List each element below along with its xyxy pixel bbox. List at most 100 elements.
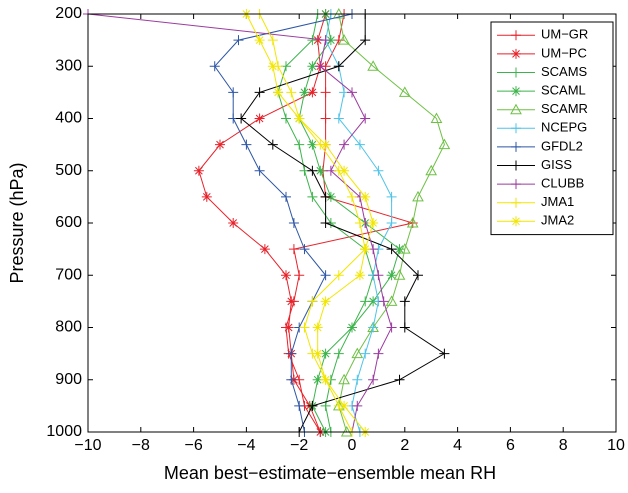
- y-tick-label: 700: [55, 266, 82, 283]
- marker: [312, 35, 323, 46]
- plot-frame: [87, 13, 617, 433]
- legend-marker: [511, 123, 521, 134]
- marker: [294, 139, 305, 150]
- legend-marker: [511, 179, 521, 190]
- marker: [368, 296, 379, 307]
- legend-label: UM−GR: [541, 27, 588, 42]
- marker: [209, 61, 220, 72]
- marker: [354, 270, 365, 281]
- marker: [339, 139, 350, 150]
- marker: [307, 61, 318, 72]
- marker: [394, 374, 405, 385]
- marker: [320, 348, 331, 359]
- legend-marker: [511, 216, 521, 227]
- marker: [254, 87, 265, 98]
- marker: [339, 165, 350, 176]
- marker: [283, 322, 294, 333]
- x-tick-label: −10: [74, 437, 101, 454]
- marker: [312, 322, 323, 333]
- marker: [286, 296, 297, 307]
- marker: [267, 61, 278, 72]
- x-axis-label: Mean best−estimate−ensemble mean RH: [164, 463, 496, 483]
- legend-label: UM−PC: [541, 45, 587, 60]
- marker: [241, 139, 252, 150]
- y-tick-label: 200: [55, 5, 82, 22]
- marker: [398, 86, 411, 97]
- marker: [439, 348, 450, 359]
- marker: [373, 348, 384, 359]
- marker: [360, 191, 371, 202]
- marker: [320, 270, 331, 281]
- x-tick-label: 6: [506, 437, 515, 454]
- y-tick-label: 800: [55, 319, 82, 336]
- marker: [281, 191, 291, 202]
- marker: [267, 139, 278, 150]
- legend-label: GISS: [541, 157, 572, 172]
- legend-marker: [511, 160, 521, 171]
- legend-marker: [511, 141, 521, 152]
- marker: [299, 244, 310, 255]
- marker: [315, 61, 326, 72]
- marker: [333, 348, 344, 359]
- marker: [386, 244, 397, 255]
- marker: [438, 138, 451, 150]
- marker: [312, 374, 323, 385]
- legend-marker: [511, 197, 521, 208]
- marker: [333, 270, 344, 281]
- marker: [368, 374, 379, 385]
- marker: [333, 61, 344, 72]
- marker: [354, 218, 365, 228]
- marker: [398, 243, 411, 254]
- x-tick-label: 2: [400, 437, 409, 454]
- series-line: [87, 13, 393, 433]
- y-axis-label: Pressure (hPa): [7, 162, 27, 283]
- marker: [378, 296, 389, 307]
- y-tick-label: 900: [55, 371, 82, 388]
- marker: [273, 87, 284, 98]
- marker: [351, 347, 364, 359]
- marker: [281, 113, 291, 124]
- marker: [393, 269, 406, 280]
- marker: [367, 60, 379, 71]
- x-tick-label: −4: [237, 437, 255, 454]
- marker: [347, 191, 357, 202]
- marker: [307, 87, 318, 98]
- marker: [347, 322, 357, 333]
- marker: [259, 244, 270, 255]
- marker: [368, 322, 379, 333]
- marker: [286, 348, 297, 359]
- marker: [325, 35, 336, 46]
- marker: [394, 244, 405, 255]
- legend-label: SCAML: [541, 83, 586, 98]
- marker: [360, 113, 371, 124]
- legend-marker: [511, 30, 521, 41]
- y-tick-label: 300: [55, 57, 82, 74]
- marker: [228, 87, 239, 98]
- y-tick-label: 400: [55, 110, 82, 127]
- marker: [236, 113, 247, 124]
- marker: [425, 164, 438, 176]
- marker: [307, 35, 318, 46]
- marker: [399, 322, 410, 333]
- marker: [281, 270, 291, 281]
- marker: [373, 270, 384, 281]
- series-line: [245, 13, 374, 433]
- marker: [347, 87, 357, 98]
- marker: [307, 139, 318, 150]
- marker: [315, 165, 326, 176]
- marker: [307, 296, 318, 307]
- marker: [320, 35, 331, 46]
- marker: [385, 295, 398, 306]
- x-tick-label: −6: [184, 437, 202, 454]
- marker: [368, 218, 379, 228]
- marker: [354, 139, 365, 150]
- legend-label: JMA1: [541, 194, 574, 209]
- marker: [254, 165, 265, 176]
- marker: [352, 400, 363, 411]
- marker: [333, 113, 344, 124]
- marker: [299, 87, 310, 98]
- marker: [386, 270, 397, 281]
- legend-label: JMA2: [541, 213, 574, 228]
